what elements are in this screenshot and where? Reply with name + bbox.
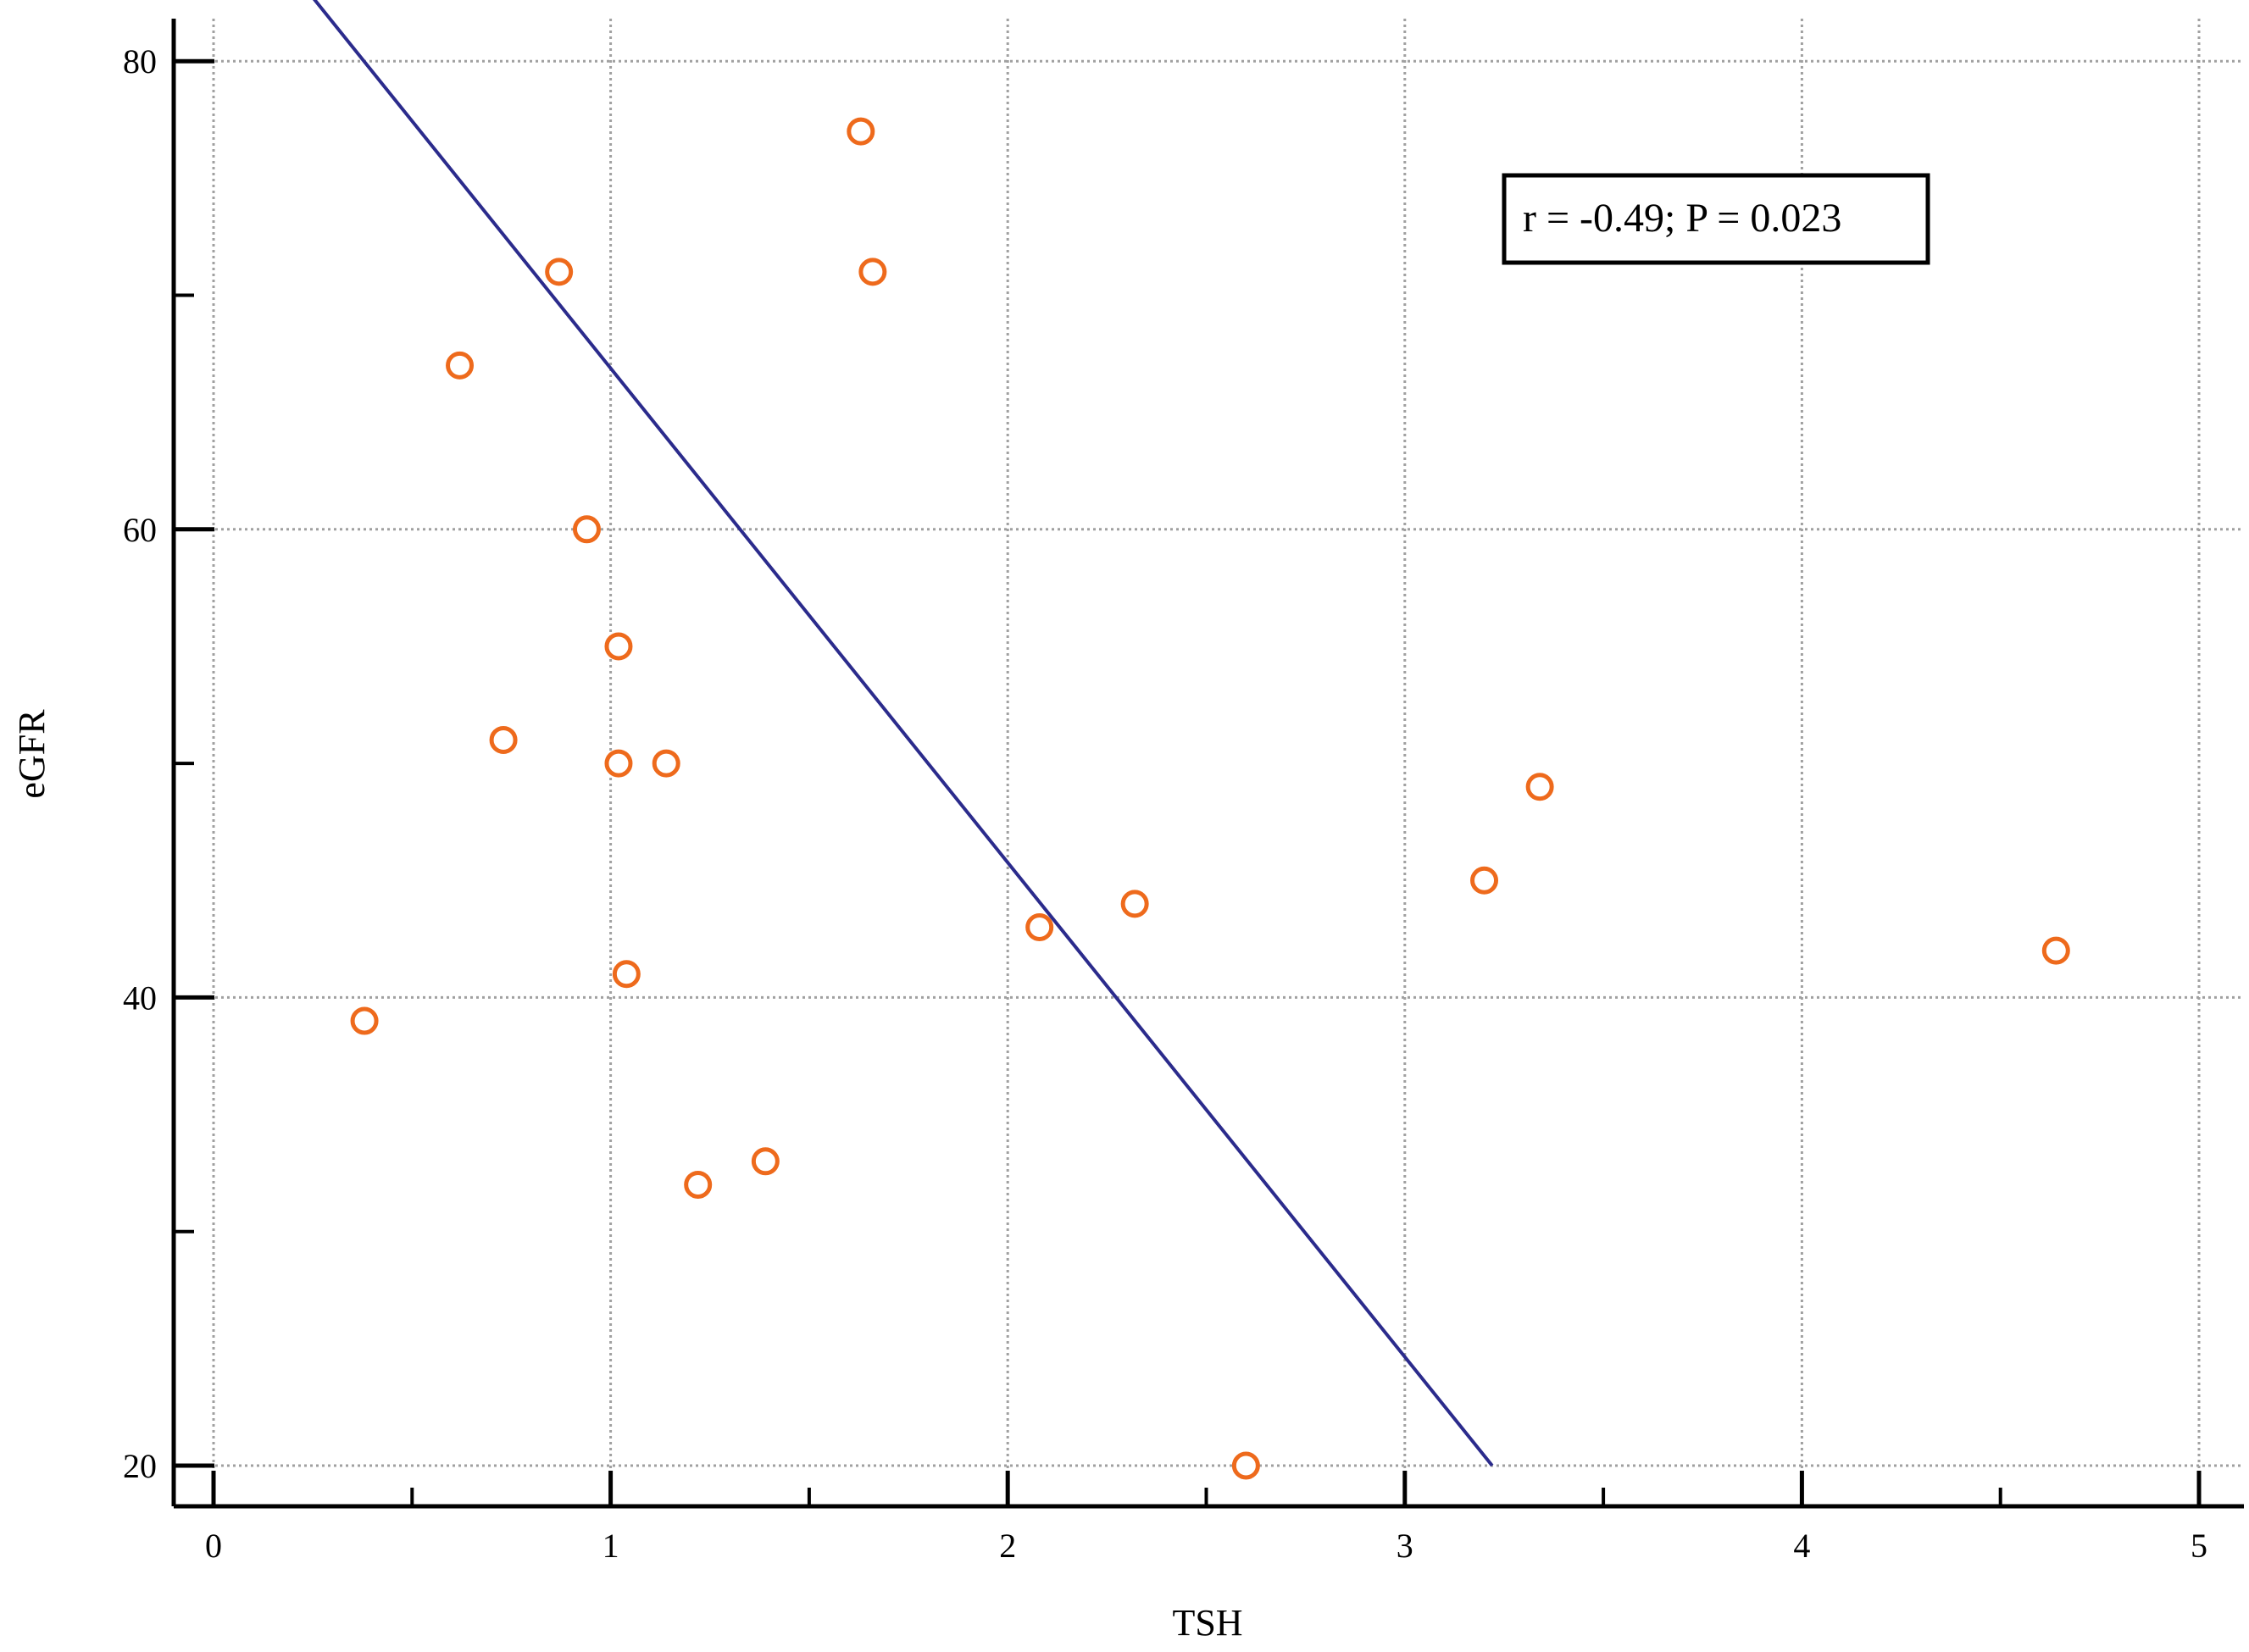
x-tick-label: 1 — [603, 1527, 619, 1565]
axis-ticks — [174, 58, 2202, 1506]
x-tick-label: 5 — [2191, 1527, 2207, 1565]
data-points — [350, 117, 2070, 1480]
data-point — [684, 1170, 713, 1199]
x-tick-label: 4 — [1793, 1527, 1810, 1565]
x-tick-label: 3 — [1397, 1527, 1413, 1565]
data-point — [350, 1006, 379, 1035]
data-point — [1231, 1451, 1260, 1480]
y-tick-label: 20 — [123, 1447, 157, 1485]
y-axis-title: eGFR — [11, 709, 53, 799]
grid-lines — [174, 19, 2244, 1506]
data-point — [1470, 866, 1499, 895]
data-point — [1120, 890, 1149, 918]
data-point — [1025, 913, 1054, 942]
correlation-annotation: r = -0.49; P = 0.023 — [1502, 173, 1930, 265]
x-tick-label: 0 — [205, 1527, 222, 1565]
data-point — [751, 1147, 780, 1176]
x-tick-label: 2 — [999, 1527, 1016, 1565]
data-point — [1525, 773, 1554, 801]
y-tick-label: 40 — [123, 978, 157, 1017]
data-point — [652, 749, 680, 778]
data-point — [847, 117, 875, 146]
data-point — [612, 960, 641, 989]
axes — [171, 19, 2244, 1509]
data-point — [858, 258, 887, 286]
data-point — [446, 351, 475, 380]
data-point — [572, 515, 601, 544]
data-point — [489, 725, 518, 754]
y-tick-label: 80 — [123, 42, 157, 80]
y-tick-label: 60 — [123, 511, 157, 549]
annotation-box — [1502, 173, 1930, 265]
data-point — [545, 258, 574, 286]
annotation-text: r = -0.49; P = 0.023 — [1523, 196, 1841, 241]
regression-line — [312, 0, 1494, 1467]
data-point — [2041, 936, 2070, 965]
tick-labels: 01234520406080100120140 — [123, 42, 2207, 1565]
data-point — [604, 749, 633, 778]
x-axis-title: TSH — [1172, 1602, 1242, 1644]
data-point — [604, 632, 633, 661]
